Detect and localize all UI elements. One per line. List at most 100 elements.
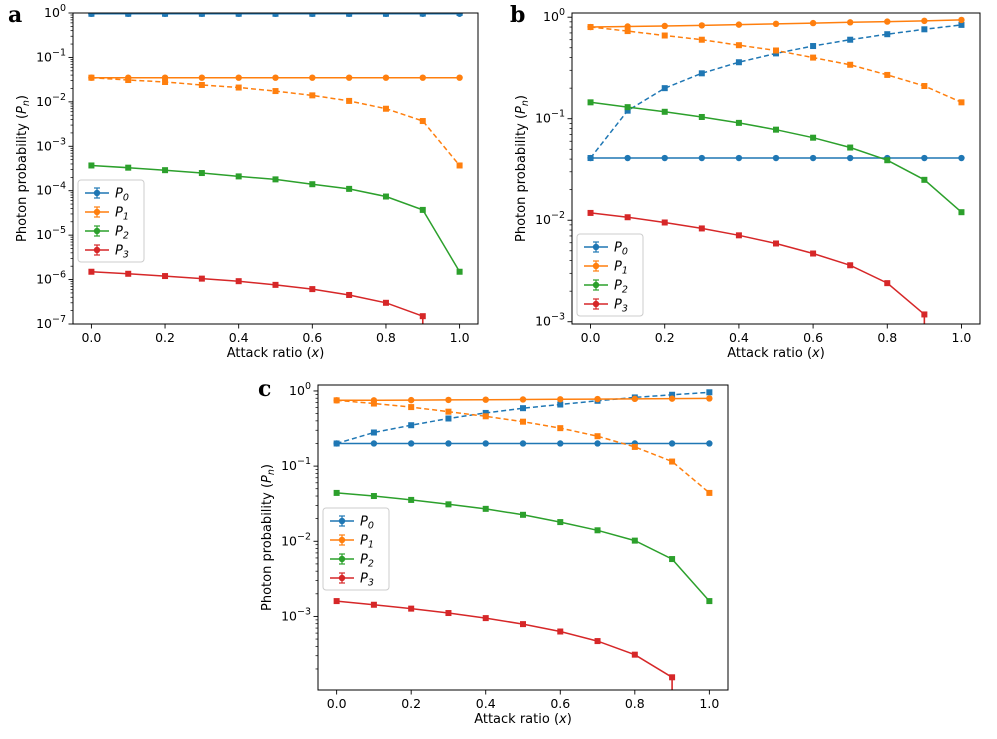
series-line-P0-dashed — [589, 24, 962, 159]
legend-label: P0 — [115, 187, 129, 204]
data-point-P1 — [333, 397, 340, 404]
legend: P0 P1 P2 P3 — [77, 179, 145, 263]
data-point-P1 — [631, 443, 638, 450]
panel-b: b 100 10−1 10−2 10−3 0.0 0.2 0.4 0.6 0.8 1.0 Attack… — [510, 2, 981, 361]
legend-label: P2 — [360, 553, 374, 570]
data-point-P1 — [309, 92, 316, 99]
x-tick-label: 0.2 — [655, 330, 675, 345]
data-point-P0 — [884, 31, 891, 38]
legend-marker — [93, 189, 101, 197]
data-point-P3 — [382, 299, 389, 306]
x-tick-label: 1.0 — [952, 330, 972, 345]
data-point-P2 — [810, 134, 817, 141]
data-point-P1 — [773, 47, 779, 54]
legend-marker — [93, 246, 101, 254]
x-tick-label: 0.8 — [877, 330, 897, 345]
data-point-P1 — [482, 413, 489, 420]
data-point-P2 — [631, 537, 638, 544]
data-point-P3 — [847, 262, 854, 269]
y-axis-label: Photon probability (Pn) — [15, 95, 32, 242]
data-point-P2 — [594, 527, 601, 534]
data-point-P2 — [408, 496, 415, 503]
data-point-P1 — [407, 396, 415, 404]
data-point-P0 — [958, 154, 965, 162]
data-point-P0 — [698, 70, 705, 77]
data-point-P1 — [88, 74, 95, 81]
data-point-P3 — [631, 651, 638, 658]
data-point-P0 — [810, 43, 817, 50]
data-point-P1 — [408, 404, 415, 411]
data-point-P2 — [706, 598, 713, 605]
data-point-P2 — [482, 505, 489, 512]
x-tick-label: 0.0 — [81, 330, 101, 345]
legend-label: P3 — [614, 298, 628, 315]
data-point-P1 — [847, 61, 854, 68]
y-tick-label: 10−1 — [535, 109, 565, 126]
data-point-P0 — [407, 440, 415, 447]
data-point-P3 — [88, 268, 95, 275]
plot-area — [88, 13, 463, 324]
legend: P0 P1 P2 P3 — [576, 233, 644, 317]
data-point-P0 — [370, 429, 377, 436]
data-point-P1 — [698, 36, 705, 43]
data-point-P1 — [456, 162, 463, 169]
y-tick-label: 10−2 — [281, 531, 311, 548]
data-point-P0 — [419, 13, 426, 17]
x-tick-label: 1.0 — [699, 696, 719, 711]
data-point-P3 — [594, 638, 601, 645]
data-point-P3 — [482, 615, 489, 622]
x-tick-label: 0.0 — [327, 696, 347, 711]
legend-box — [322, 507, 390, 591]
y-tick-label: 10−7 — [36, 314, 66, 331]
data-point-P2 — [419, 206, 426, 213]
data-point-P3 — [884, 280, 891, 287]
y-tick-label: 10−3 — [281, 606, 311, 623]
data-point-P0 — [624, 154, 631, 162]
data-point-P1 — [235, 84, 242, 91]
data-point-P3 — [162, 273, 169, 280]
data-point-P1 — [557, 396, 564, 403]
data-point-P1 — [198, 74, 206, 81]
legend-label: P1 — [614, 260, 628, 277]
legend-item-P2: P2 — [584, 279, 628, 296]
x-tick-label: 0.8 — [625, 696, 645, 711]
data-point-P2 — [162, 167, 169, 174]
data-point-P2 — [445, 501, 452, 508]
data-point-P1 — [445, 396, 452, 404]
data-point-P2 — [624, 104, 631, 111]
y-tick-label: 10−5 — [36, 225, 66, 242]
legend-item-P3: P3 — [330, 572, 374, 589]
y-tick-label: 10−1 — [36, 47, 66, 64]
y-tick-label: 10−3 — [535, 312, 565, 329]
legend-item-P0: P0 — [584, 241, 628, 258]
legend-label: P3 — [115, 244, 129, 261]
legend-label: P2 — [614, 279, 628, 296]
x-tick-label: 0.6 — [803, 330, 823, 345]
data-point-P3 — [125, 270, 132, 277]
data-point-P0 — [706, 389, 713, 396]
x-tick-label: 0.4 — [729, 330, 749, 345]
data-point-P3 — [661, 219, 668, 226]
series-line-P3-solid — [590, 212, 925, 315]
legend-marker — [338, 517, 346, 525]
data-point-P0 — [809, 154, 817, 162]
data-point-P1 — [419, 118, 426, 125]
data-point-P1 — [272, 88, 279, 95]
data-point-P1 — [809, 19, 817, 27]
data-point-P1 — [958, 16, 965, 24]
data-point-P0 — [370, 440, 378, 447]
data-point-P2 — [382, 193, 389, 200]
legend-item-P2: P2 — [330, 553, 374, 570]
data-point-P1 — [557, 425, 564, 432]
y-axis-label: Photon probability (Pn) — [514, 95, 531, 242]
axes-frame — [72, 12, 479, 325]
data-point-P3 — [587, 209, 594, 216]
data-point-P1 — [235, 74, 242, 81]
data-point-P1 — [706, 395, 713, 402]
x-axis-label: Attack ratio (x) — [227, 346, 325, 361]
legend-box — [77, 179, 145, 263]
data-point-P2 — [370, 493, 377, 500]
data-point-P3 — [408, 605, 415, 612]
data-point-P2 — [669, 556, 676, 563]
data-point-P1 — [661, 32, 668, 39]
